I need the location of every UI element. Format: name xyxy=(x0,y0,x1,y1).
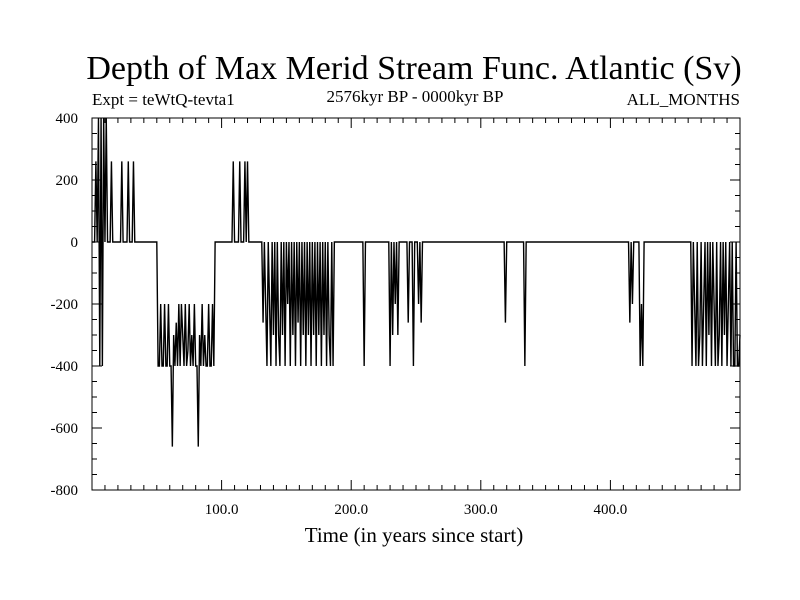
x-tick-label: 200.0 xyxy=(334,502,368,518)
y-tick-label: 200 xyxy=(56,173,79,189)
x-tick-label: 400.0 xyxy=(594,502,628,518)
x-tick-label: 300.0 xyxy=(464,502,498,518)
x-tick-label: 100.0 xyxy=(205,502,239,518)
months-label: ALL_MONTHS xyxy=(627,90,740,109)
y-tick-label: -800 xyxy=(51,483,79,499)
experiment-label: Expt = teWtQ-tevta1 xyxy=(92,90,235,109)
y-tick-label: 400 xyxy=(56,111,79,127)
axis-tick-labels: 100.0 200.0 300.0 400.0 400 200 0 -200 -400 -600 -… xyxy=(51,111,628,518)
plot-frame xyxy=(91,117,741,491)
chart-title: Depth of Max Merid Stream Func. Atlantic… xyxy=(86,50,741,87)
series-line xyxy=(92,117,741,447)
y-tick-label: -600 xyxy=(51,421,79,437)
y-tick-label: 0 xyxy=(71,235,79,251)
y-tick-label: -400 xyxy=(51,359,79,375)
x-axis-label: Time (in years since start) xyxy=(305,523,524,547)
time-range-label: 2576kyr BP - 0000kyr BP xyxy=(327,87,504,106)
series-layer xyxy=(92,117,741,447)
y-tick-label: -200 xyxy=(51,297,79,313)
